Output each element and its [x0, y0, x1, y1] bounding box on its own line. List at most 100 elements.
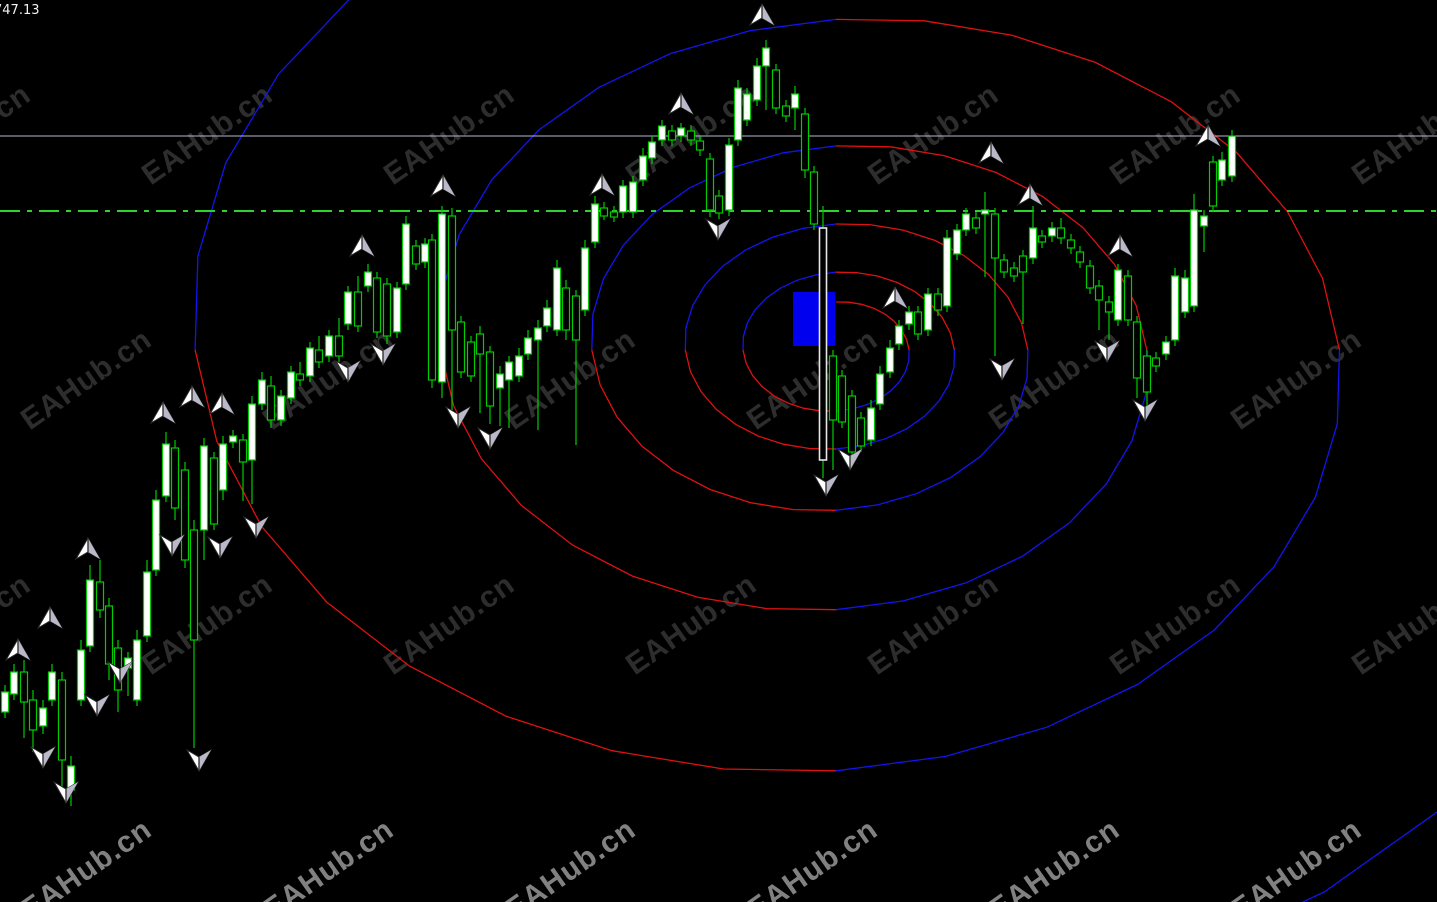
highlight-box[interactable]: [793, 292, 835, 346]
down-arrow-icon: [29, 745, 57, 770]
down-arrow-icon: [185, 748, 213, 773]
candle-body: [1113, 269, 1123, 321]
candle-body: [809, 171, 819, 225]
candle-body: [628, 181, 638, 213]
candle-body: [401, 223, 411, 285]
candle: [676, 123, 686, 142]
candle: [971, 212, 981, 234]
candle-body: [305, 347, 315, 377]
candle: [504, 356, 514, 428]
candle-body: [161, 443, 171, 497]
candle-body: [151, 499, 161, 571]
candle-body: [266, 385, 276, 421]
candle: [485, 346, 495, 424]
candle: [542, 300, 552, 332]
candle: [1009, 262, 1019, 282]
candle-body: [199, 445, 209, 531]
candle: [742, 88, 752, 126]
candle-body: [475, 333, 485, 355]
candle: [305, 342, 315, 382]
candle: [724, 138, 734, 216]
candle: [800, 108, 810, 178]
candle: [1047, 222, 1057, 242]
down-arrow-icon: [836, 447, 864, 472]
candle-body: [314, 349, 324, 363]
candle: [1018, 250, 1028, 324]
candle: [657, 120, 667, 146]
candle-body: [961, 213, 971, 231]
spiral-arc: [439, 349, 837, 611]
candle: [1066, 234, 1076, 254]
candle: [372, 272, 382, 338]
candle: [475, 326, 485, 413]
candle: [523, 330, 533, 360]
candle-body: [286, 371, 296, 399]
candle: [1094, 280, 1104, 330]
candle: [571, 290, 581, 445]
candle-body: [1180, 277, 1190, 313]
spiral-arc: [684, 223, 837, 351]
candle: [667, 125, 677, 146]
candle-body: [456, 321, 466, 373]
candle: [266, 376, 276, 428]
candle: [334, 318, 344, 362]
candle-body: [209, 457, 219, 525]
candle-body: [466, 341, 476, 377]
candle-body: [57, 679, 67, 761]
candle: [401, 216, 411, 290]
up-arrow-icon: [588, 172, 616, 197]
candle-body: [523, 337, 533, 355]
candle-body: [514, 355, 524, 377]
candle: [866, 400, 876, 446]
candle: [695, 135, 705, 156]
candle-body: [485, 351, 495, 407]
candle: [1170, 268, 1180, 346]
spiral-arc: [835, 349, 956, 450]
candle: [314, 336, 324, 368]
candle-body: [132, 639, 142, 701]
candle-body: [1151, 357, 1161, 367]
up-arrow-icon: [4, 637, 32, 662]
candle-body: [1123, 275, 1133, 321]
candle-body: [904, 311, 914, 325]
candle-body: [142, 571, 152, 637]
candle-body: [828, 355, 838, 421]
candle-body: [295, 373, 305, 381]
candle: [276, 390, 286, 426]
candle: [1085, 260, 1095, 294]
candle-body: [437, 213, 447, 383]
price-label: 747.13: [0, 3, 40, 18]
candle-body: [980, 209, 990, 215]
up-arrow-icon: [748, 2, 776, 27]
candle-body: [104, 605, 114, 665]
fibo-spiral[interactable]: [194, 0, 1437, 902]
spiral-arc: [835, 349, 1341, 772]
signal-arrows-layer: [4, 2, 1222, 805]
candle: [199, 438, 209, 560]
candle-body: [392, 287, 402, 333]
candle-body: [885, 347, 895, 373]
down-arrow-icon: [83, 693, 111, 718]
candle: [638, 148, 648, 186]
candle: [1104, 296, 1114, 340]
candle-body: [1189, 209, 1199, 307]
candle-body: [752, 65, 762, 101]
spiral-arc: [1301, 811, 1437, 902]
down-arrow-icon: [988, 357, 1016, 382]
candle: [392, 282, 402, 338]
candle: [1028, 206, 1038, 264]
down-arrow-icon: [476, 426, 504, 451]
candle: [761, 40, 771, 110]
candle-body: [1056, 227, 1066, 239]
candle: [514, 348, 524, 382]
spiral-arc: [835, 301, 910, 351]
candle: [952, 224, 962, 260]
up-arrow-icon: [208, 391, 236, 416]
candle-body: [372, 277, 382, 333]
up-arrow-icon: [149, 400, 177, 425]
candle: [771, 64, 781, 114]
spiral-arc: [591, 145, 837, 351]
candle-body: [1208, 161, 1218, 207]
